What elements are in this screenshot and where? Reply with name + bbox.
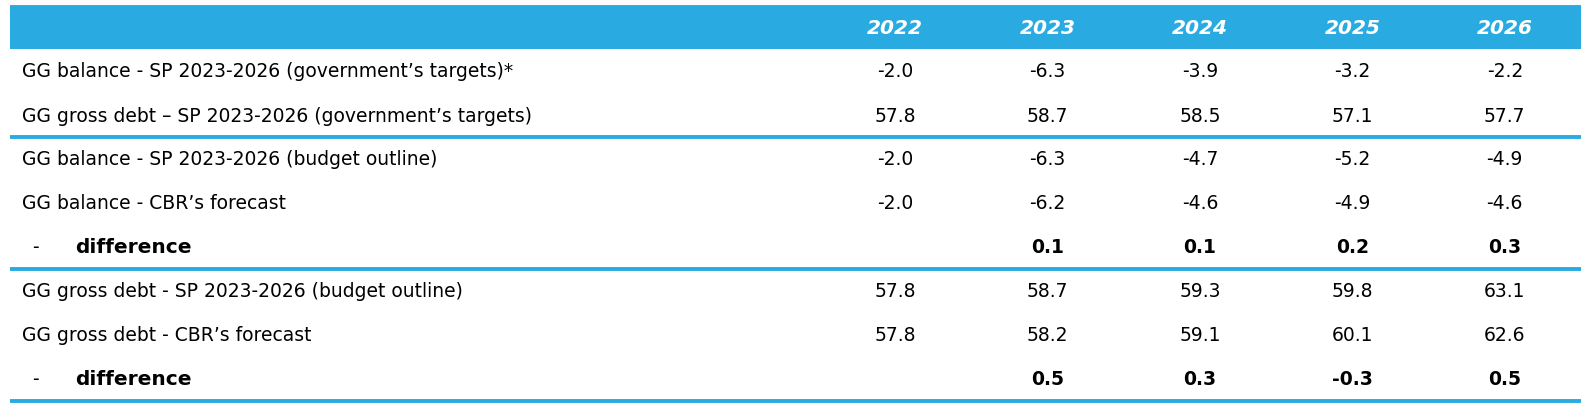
Text: difference: difference (75, 238, 191, 257)
Text: GG gross debt - CBR’s forecast: GG gross debt - CBR’s forecast (22, 326, 312, 345)
Text: -2.0: -2.0 (877, 194, 913, 213)
Text: 0.1: 0.1 (1031, 238, 1064, 257)
Text: 2026: 2026 (1476, 20, 1532, 38)
Text: 57.7: 57.7 (1484, 106, 1526, 125)
Text: GG balance - SP 2023-2026 (government’s targets)*: GG balance - SP 2023-2026 (government’s … (22, 62, 514, 81)
Text: 0.1: 0.1 (1184, 238, 1217, 257)
Text: -4.7: -4.7 (1182, 150, 1219, 169)
Text: -4.9: -4.9 (1486, 150, 1523, 169)
Text: 59.3: 59.3 (1179, 282, 1220, 301)
Text: 59.1: 59.1 (1179, 326, 1220, 345)
Text: 0.5: 0.5 (1031, 370, 1064, 389)
Text: -6.2: -6.2 (1029, 194, 1066, 213)
Bar (10, 8, 1581, 50)
Text: 57.8: 57.8 (875, 106, 916, 125)
Text: -4.9: -4.9 (1335, 194, 1370, 213)
Text: -3.9: -3.9 (1182, 62, 1219, 81)
Text: 60.1: 60.1 (1332, 326, 1373, 345)
Text: -5.2: -5.2 (1335, 150, 1370, 169)
Text: 62.6: 62.6 (1484, 326, 1526, 345)
Text: 57.1: 57.1 (1332, 106, 1373, 125)
Text: 58.5: 58.5 (1179, 106, 1220, 125)
Text: 0.3: 0.3 (1488, 238, 1521, 257)
Text: -4.6: -4.6 (1486, 194, 1523, 213)
Text: -2.2: -2.2 (1486, 62, 1523, 81)
Text: 58.7: 58.7 (1026, 106, 1069, 125)
Text: 0.2: 0.2 (1336, 238, 1368, 257)
Text: -0.3: -0.3 (1332, 370, 1373, 389)
Text: GG balance - SP 2023-2026 (budget outline): GG balance - SP 2023-2026 (budget outlin… (22, 150, 438, 169)
Text: 0.5: 0.5 (1488, 370, 1521, 389)
Text: 2022: 2022 (867, 20, 923, 38)
Text: -3.2: -3.2 (1335, 62, 1370, 81)
Text: 59.8: 59.8 (1332, 282, 1373, 301)
Text: GG gross debt - SP 2023-2026 (budget outline): GG gross debt - SP 2023-2026 (budget out… (22, 282, 463, 301)
Text: -: - (32, 238, 38, 257)
Text: GG balance - CBR’s forecast: GG balance - CBR’s forecast (22, 194, 286, 213)
Text: -: - (32, 370, 38, 389)
Text: 58.7: 58.7 (1026, 282, 1069, 301)
Text: difference: difference (75, 370, 191, 389)
Text: GG gross debt – SP 2023-2026 (government’s targets): GG gross debt – SP 2023-2026 (government… (22, 106, 531, 125)
Text: 2024: 2024 (1173, 20, 1228, 38)
Text: 63.1: 63.1 (1484, 282, 1526, 301)
Text: 57.8: 57.8 (875, 282, 916, 301)
Text: -6.3: -6.3 (1029, 150, 1066, 169)
Text: -6.3: -6.3 (1029, 62, 1066, 81)
Text: 2023: 2023 (1020, 20, 1076, 38)
Text: -4.6: -4.6 (1182, 194, 1219, 213)
Text: -2.0: -2.0 (877, 150, 913, 169)
Text: -2.0: -2.0 (877, 62, 913, 81)
Text: 58.2: 58.2 (1026, 326, 1069, 345)
Text: 57.8: 57.8 (875, 326, 916, 345)
Text: 2025: 2025 (1324, 20, 1381, 38)
Text: 0.3: 0.3 (1184, 370, 1217, 389)
